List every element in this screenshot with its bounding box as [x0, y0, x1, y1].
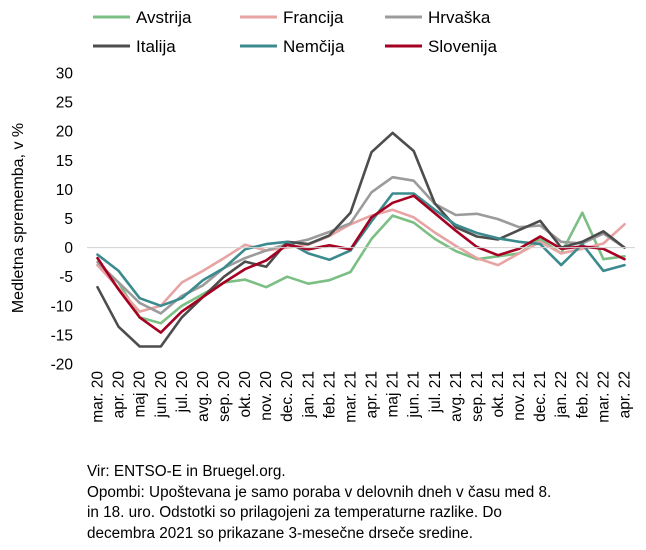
legend-label: Hrvaška [428, 8, 491, 27]
x-tick-label: mar. 20 [90, 371, 107, 423]
x-tick-label: maj 20 [132, 371, 149, 418]
source-note: Vir: ENTSO-E in Bruegel.org. [87, 463, 286, 480]
x-tick-label: mar. 21 [342, 371, 359, 423]
y-tick-label: -20 [51, 357, 74, 374]
legend-item-francija: Francija [240, 8, 344, 27]
x-tick-label: avg. 20 [195, 371, 212, 422]
notes-line-3: decembra 2021 so prikazane 3-mesečne drs… [87, 524, 474, 542]
x-tick-label: nov. 21 [511, 371, 528, 421]
x-tick-label: okt. 20 [237, 371, 254, 418]
series-line-nemcija [96, 192, 626, 308]
legend-label: Italija [136, 37, 176, 56]
x-tick-label: jun. 20 [153, 371, 170, 419]
x-tick-label: jul. 21 [427, 371, 444, 413]
y-tick-label: -10 [51, 298, 74, 315]
legend: Avstrija Francija Hrvaška Italija Nemčija Slo… [93, 8, 498, 56]
series-line-avstrija [96, 211, 626, 325]
y-axis-label: Medletna sprememba, v % [10, 123, 27, 313]
legend-item-avstrija: Avstrija [93, 8, 192, 27]
x-tick-label: jun. 21 [406, 371, 423, 419]
legend-label: Avstrija [136, 8, 192, 27]
x-tick-label: jul. 20 [174, 371, 191, 414]
legend-label: Slovenija [428, 37, 498, 56]
x-tick-label: maj 21 [385, 371, 402, 418]
notes-line-1: Opombi: Upoštevana je samo poraba v delo… [87, 483, 552, 501]
x-tick-label: apr. 21 [364, 371, 381, 418]
x-tick-label: sep. 20 [216, 371, 233, 422]
x-tick-label: mar. 22 [595, 371, 612, 423]
y-tick-label: -5 [59, 269, 73, 286]
y-tick-label: 10 [56, 182, 74, 199]
x-tick-label: apr. 20 [111, 371, 128, 419]
y-tick-label: 30 [56, 66, 74, 83]
legend-item-nemcija: Nemčija [240, 37, 345, 56]
x-tick-label: dec. 20 [279, 371, 296, 422]
legend-label: Francija [283, 8, 344, 27]
legend-item-italija: Italija [93, 37, 176, 56]
x-tick-label: feb. 22 [574, 371, 591, 418]
x-tick-label: jan. 21 [300, 371, 317, 419]
x-tick-label: avg. 21 [448, 371, 465, 422]
x-tick-label: dec. 21 [532, 371, 549, 422]
y-axis: 30 25 20 15 10 5 0 -5 -10 -15 -20 [51, 66, 74, 374]
legend-label: Nemčija [283, 37, 345, 56]
legend-item-slovenija: Slovenija [385, 37, 498, 56]
y-tick-label: -15 [51, 327, 73, 344]
y-tick-label: 25 [56, 95, 73, 112]
x-tick-label: okt. 21 [490, 371, 507, 418]
line-chart: Avstrija Francija Hrvaška Italija Nemčija Slo… [10, 8, 635, 423]
x-tick-label: apr. 22 [616, 371, 633, 418]
series-line-slovenija [96, 194, 626, 334]
y-tick-label: 20 [56, 124, 74, 141]
y-tick-label: 0 [64, 240, 73, 257]
x-tick-label: feb. 21 [321, 371, 338, 418]
legend-item-hrvaska: Hrvaška [385, 8, 491, 27]
x-tick-label: nov. 20 [258, 371, 275, 421]
series-line-italija [96, 131, 626, 348]
y-tick-label: 5 [64, 211, 73, 228]
x-tick-label: jan. 22 [553, 371, 570, 419]
footer-notes: Vir: ENTSO-E in Bruegel.org. Opombi: Upo… [87, 462, 632, 544]
x-axis: mar. 20 apr. 20 maj 20 jun. 20 jul. 20 avg. 2… [87, 247, 635, 423]
series-layer [96, 131, 626, 348]
y-tick-label: 15 [56, 153, 73, 170]
x-tick-label: sep. 21 [469, 371, 486, 422]
series-line-francija [96, 208, 626, 313]
notes-line-2: in 18. uro. Odstotki so prilagojeni za t… [87, 504, 502, 521]
